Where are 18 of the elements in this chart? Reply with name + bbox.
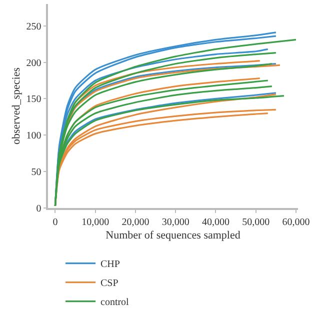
x-tick-label: 0 bbox=[52, 216, 58, 228]
y-tick-label: 50 bbox=[31, 167, 42, 178]
y-axis-title: observed_species bbox=[10, 68, 22, 144]
x-tick-label: 30,000 bbox=[162, 216, 190, 228]
y-tick-label: 250 bbox=[26, 21, 42, 32]
y-tick-label: 100 bbox=[26, 130, 42, 142]
x-tick-label: 20,000 bbox=[122, 216, 150, 228]
legend-label: CHP bbox=[100, 259, 120, 270]
x-axis-title: Number of sequences sampled bbox=[106, 229, 241, 242]
x-tick-label: 60,000 bbox=[282, 216, 310, 228]
x-tick-label: 50,000 bbox=[242, 216, 270, 228]
y-tick-label: 150 bbox=[26, 94, 42, 106]
y-tick-label: 200 bbox=[26, 58, 42, 69]
legend-label: control bbox=[100, 297, 130, 308]
legend-label: CSP bbox=[100, 278, 119, 290]
x-tick-label: 40,000 bbox=[202, 216, 230, 228]
x-tick-label: 10,000 bbox=[82, 216, 110, 228]
y-tick-label: 0 bbox=[36, 204, 42, 214]
